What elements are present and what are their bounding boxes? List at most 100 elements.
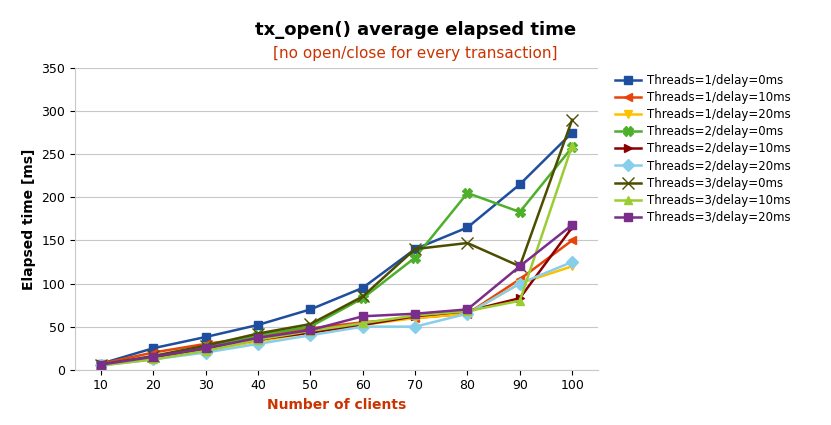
Threads=1/delay=10ms [567,238,577,243]
Threads=1/delay=10ms [306,326,316,331]
Line: Threads=3/delay=0ms: Threads=3/delay=0ms [96,114,578,370]
Threads=1/delay=20ms [306,330,316,335]
Threads=1/delay=20ms [96,362,106,367]
Threads=1/delay=20ms [201,348,211,353]
Threads=2/delay=10ms [567,225,577,230]
Threads=1/delay=20ms [514,281,525,286]
Threads=2/delay=10ms [514,296,525,301]
Text: [no open/close for every transaction]: [no open/close for every transaction] [273,45,558,61]
Threads=2/delay=20ms [514,281,525,286]
Threads=1/delay=0ms [514,182,525,187]
Threads=2/delay=0ms [306,324,316,329]
X-axis label: Number of clients: Number of clients [267,398,406,412]
Y-axis label: Elapsed time [ms]: Elapsed time [ms] [22,148,36,289]
Threads=3/delay=20ms [201,346,211,351]
Line: Threads=2/delay=20ms: Threads=2/delay=20ms [96,258,577,370]
Threads=1/delay=0ms [410,246,420,252]
Threads=1/delay=10ms [462,311,472,316]
Threads=3/delay=20ms [253,335,263,340]
Threads=1/delay=10ms [410,315,420,320]
Threads=2/delay=20ms [357,324,367,329]
Line: Threads=3/delay=20ms: Threads=3/delay=20ms [96,221,577,369]
Line: Threads=2/delay=0ms: Threads=2/delay=0ms [96,142,577,369]
Threads=3/delay=0ms [201,343,211,348]
Threads=3/delay=20ms [410,311,420,316]
Threads=1/delay=20ms [410,315,420,320]
Threads=2/delay=20ms [306,333,316,338]
Threads=1/delay=0ms [201,334,211,340]
Threads=3/delay=10ms [148,357,158,362]
Threads=3/delay=10ms [96,363,106,368]
Threads=3/delay=10ms [410,313,420,318]
Threads=1/delay=0ms [96,361,106,366]
Threads=2/delay=0ms [357,296,367,301]
Threads=3/delay=20ms [148,354,158,360]
Threads=1/delay=20ms [357,323,367,328]
Threads=3/delay=10ms [514,298,525,303]
Line: Threads=1/delay=10ms: Threads=1/delay=10ms [96,236,577,368]
Threads=3/delay=0ms [567,117,577,122]
Threads=2/delay=10ms [253,337,263,342]
Threads=2/delay=0ms [201,345,211,350]
Threads=3/delay=20ms [567,222,577,227]
Threads=3/delay=0ms [514,264,525,269]
Threads=2/delay=20ms [201,350,211,355]
Threads=3/delay=20ms [462,307,472,312]
Threads=3/delay=0ms [410,246,420,252]
Threads=3/delay=20ms [357,314,367,319]
Threads=2/delay=20ms [462,311,472,316]
Threads=1/delay=10ms [514,277,525,282]
Threads=1/delay=20ms [253,339,263,344]
Threads=1/delay=0ms [357,285,367,290]
Threads=1/delay=20ms [462,311,472,316]
Threads=1/delay=10ms [148,350,158,355]
Threads=1/delay=10ms [357,320,367,325]
Threads=3/delay=10ms [567,143,577,148]
Text: tx_open() average elapsed time: tx_open() average elapsed time [255,21,576,39]
Threads=2/delay=20ms [410,324,420,329]
Threads=3/delay=10ms [201,348,211,353]
Line: Threads=1/delay=20ms: Threads=1/delay=20ms [96,262,577,369]
Threads=1/delay=0ms [253,323,263,328]
Threads=1/delay=0ms [306,307,316,312]
Threads=1/delay=0ms [462,225,472,230]
Line: Threads=1/delay=0ms: Threads=1/delay=0ms [96,128,577,368]
Threads=1/delay=10ms [253,334,263,340]
Legend: Threads=1/delay=0ms, Threads=1/delay=10ms, Threads=1/delay=20ms, Threads=2/delay: Threads=1/delay=0ms, Threads=1/delay=10m… [615,74,790,224]
Line: Threads=2/delay=10ms: Threads=2/delay=10ms [96,223,577,369]
Threads=1/delay=0ms [567,130,577,135]
Threads=2/delay=10ms [96,362,106,367]
Threads=3/delay=10ms [253,337,263,342]
Threads=2/delay=20ms [96,363,106,368]
Threads=2/delay=0ms [567,145,577,150]
Threads=3/delay=0ms [148,354,158,359]
Threads=2/delay=20ms [148,357,158,362]
Threads=3/delay=10ms [462,309,472,314]
Threads=2/delay=10ms [410,314,420,319]
Threads=2/delay=0ms [514,210,525,215]
Threads=2/delay=0ms [462,190,472,196]
Threads=3/delay=10ms [357,320,367,326]
Threads=3/delay=20ms [306,328,316,333]
Threads=3/delay=0ms [462,241,472,246]
Threads=3/delay=0ms [96,362,106,367]
Threads=2/delay=0ms [410,255,420,260]
Threads=2/delay=10ms [306,330,316,335]
Threads=1/delay=20ms [567,264,577,269]
Threads=2/delay=20ms [567,259,577,264]
Threads=3/delay=10ms [306,329,316,334]
Threads=2/delay=0ms [96,362,106,367]
Threads=2/delay=0ms [253,333,263,338]
Threads=3/delay=20ms [514,264,525,269]
Line: Threads=3/delay=10ms: Threads=3/delay=10ms [96,142,577,370]
Threads=1/delay=20ms [148,357,158,362]
Threads=1/delay=10ms [201,341,211,346]
Threads=2/delay=10ms [148,355,158,360]
Threads=2/delay=10ms [201,346,211,351]
Threads=2/delay=20ms [253,341,263,346]
Threads=2/delay=0ms [148,355,158,360]
Threads=3/delay=0ms [253,331,263,336]
Threads=3/delay=0ms [357,294,367,299]
Threads=3/delay=0ms [306,321,316,326]
Threads=3/delay=20ms [96,362,106,367]
